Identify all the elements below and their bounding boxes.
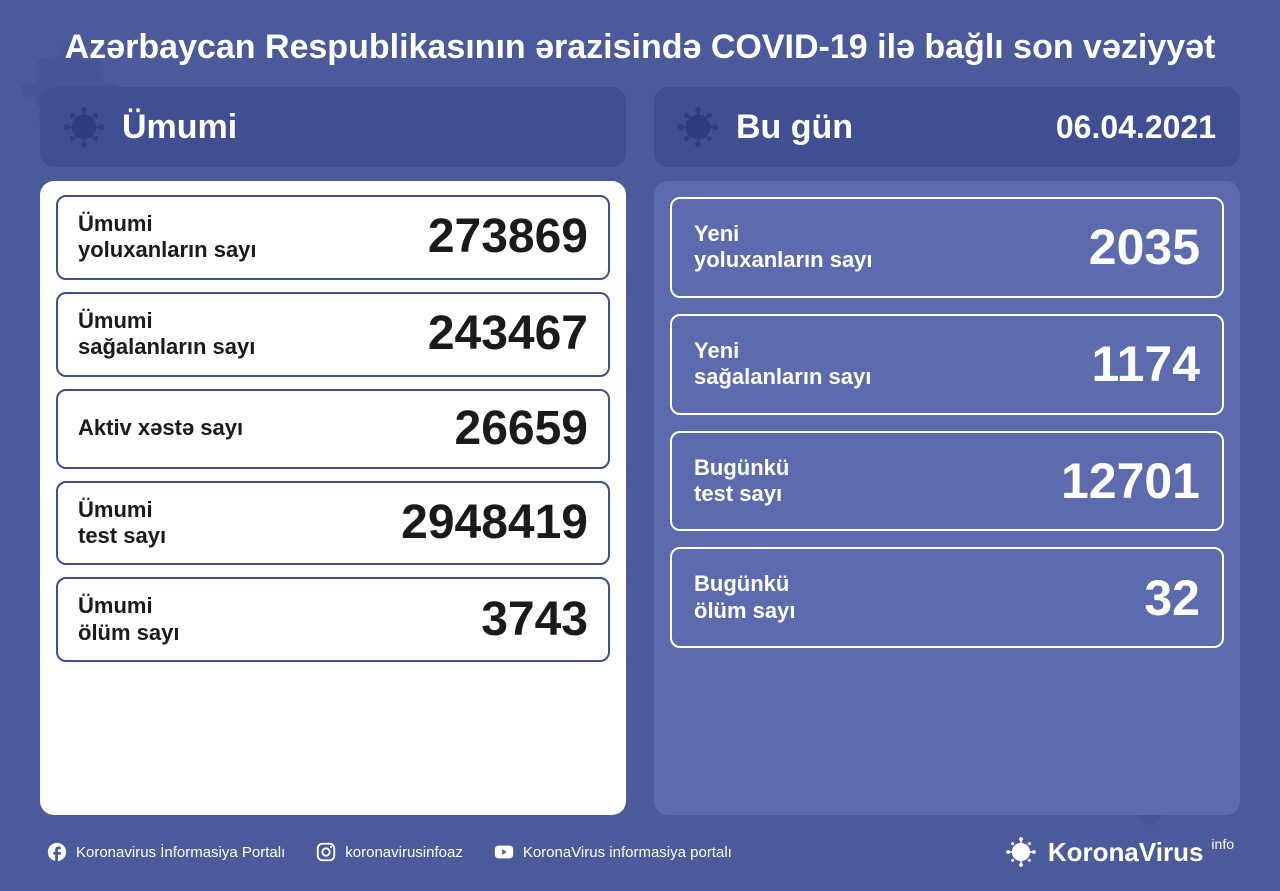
youtube-link[interactable]: KoronaVirus informasiya portalı <box>493 841 732 863</box>
today-panel-title: Bu gün <box>736 108 853 147</box>
facebook-link[interactable]: Koronavirus İnformasiya Portalı <box>46 841 285 863</box>
stat-value: 32 <box>1144 573 1200 623</box>
stat-label: Ümumitest sayı <box>78 497 166 550</box>
logo-text: KoronaVirus <box>1048 837 1204 868</box>
facebook-label: Koronavirus İnformasiya Portalı <box>76 844 285 861</box>
stat-total-infected: Ümumiyoluxanların sayı 273869 <box>56 195 610 280</box>
today-panel: Bu gün 06.04.2021 Yeniyoluxanların sayı … <box>654 87 1240 815</box>
stat-value: 243467 <box>428 310 588 358</box>
stat-label: Aktiv xəstə sayı <box>78 415 243 441</box>
stat-label: Ümumiölüm sayı <box>78 593 179 646</box>
instagram-label: koronavirusinfoaz <box>345 844 463 861</box>
virus-icon <box>674 103 722 151</box>
youtube-icon <box>493 841 515 863</box>
total-panel: Ümumi Ümumiyoluxanların sayı 273869 Ümum… <box>40 87 626 815</box>
stat-total-recovered: Ümumisağalanların sayı 243467 <box>56 292 610 377</box>
stat-total-deaths: Ümumiölüm sayı 3743 <box>56 577 610 662</box>
stat-label: Ümumisağalanların sayı <box>78 308 255 361</box>
logo-virus-icon <box>1002 833 1040 871</box>
today-panel-date: 06.04.2021 <box>1056 109 1216 146</box>
stat-value: 2035 <box>1089 222 1200 272</box>
stat-new-infected: Yeniyoluxanların sayı 2035 <box>670 197 1224 298</box>
site-logo: KoronaVirus info <box>1002 833 1234 871</box>
total-panel-body: Ümumiyoluxanların sayı 273869 Ümumisağal… <box>40 181 626 815</box>
stat-value: 12701 <box>1061 456 1200 506</box>
stat-value: 26659 <box>455 405 588 453</box>
stat-active-cases: Aktiv xəstə sayı 26659 <box>56 389 610 469</box>
footer: Koronavirus İnformasiya Portalı koronavi… <box>40 833 1240 871</box>
stat-total-tests: Ümumitest sayı 2948419 <box>56 481 610 566</box>
virus-icon <box>60 103 108 151</box>
stat-today-tests: Bugünkütest sayı 12701 <box>670 431 1224 532</box>
today-panel-header: Bu gün 06.04.2021 <box>654 87 1240 167</box>
stat-new-recovered: Yenisağalanların sayı 1174 <box>670 314 1224 415</box>
youtube-label: KoronaVirus informasiya portalı <box>523 844 732 861</box>
stat-label: Yenisağalanların sayı <box>694 338 871 391</box>
total-panel-header: Ümumi <box>40 87 626 167</box>
stat-label: Bugünküölüm sayı <box>694 571 795 624</box>
facebook-icon <box>46 841 68 863</box>
stat-value: 2948419 <box>401 499 588 547</box>
logo-suffix: info <box>1211 836 1234 852</box>
today-panel-body: Yeniyoluxanların sayı 2035 Yenisağalanla… <box>654 181 1240 815</box>
stat-value: 273869 <box>428 213 588 261</box>
stat-value: 3743 <box>481 596 588 644</box>
stat-value: 1174 <box>1092 339 1200 389</box>
instagram-link[interactable]: koronavirusinfoaz <box>315 841 463 863</box>
stat-label: Ümumiyoluxanların sayı <box>78 211 257 264</box>
stat-label: Bugünkütest sayı <box>694 455 789 508</box>
stat-today-deaths: Bugünküölüm sayı 32 <box>670 547 1224 648</box>
instagram-icon <box>315 841 337 863</box>
stat-label: Yeniyoluxanların sayı <box>694 221 873 274</box>
total-panel-title: Ümumi <box>122 108 237 147</box>
page-title: Azərbaycan Respublikasının ərazisində CO… <box>40 28 1240 67</box>
